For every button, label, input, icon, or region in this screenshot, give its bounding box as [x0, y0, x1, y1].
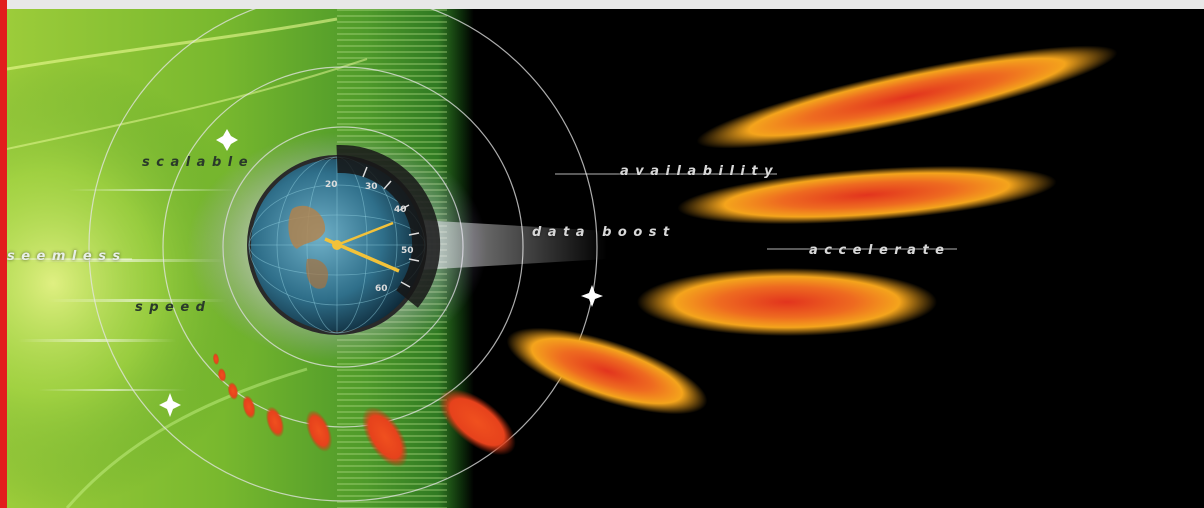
- scanline: [337, 405, 447, 407]
- word-data-boost: data boost: [532, 225, 676, 240]
- banner-artwork: 20 30 40 50 60: [7, 9, 1204, 508]
- scanline: [337, 21, 447, 23]
- word-scalable: scalable: [142, 155, 255, 170]
- orange-light-streaks: [506, 45, 1118, 415]
- scanline: [337, 399, 447, 401]
- scanline: [337, 501, 447, 503]
- scanline: [337, 489, 447, 491]
- scanline: [337, 465, 447, 467]
- scanline: [337, 477, 447, 479]
- red-blob-trail: [212, 353, 516, 468]
- scanline: [337, 471, 447, 473]
- scanline: [337, 45, 447, 47]
- gauge-tick-label: 60: [375, 284, 388, 294]
- gauge-tick-label: 40: [394, 205, 407, 215]
- gauge-tick-label: 20: [325, 180, 338, 190]
- scanline: [337, 63, 447, 65]
- scanline: [337, 357, 447, 359]
- word-underlines: [7, 173, 957, 260]
- scanline: [337, 51, 447, 53]
- word-seemless: seemless: [7, 249, 127, 264]
- scanline: [337, 117, 447, 119]
- scanline: [337, 123, 447, 125]
- word-speed: speed: [135, 300, 212, 315]
- word-accelerate: accelerate: [809, 243, 951, 258]
- gauge-tick-label: 50: [401, 246, 414, 256]
- scanline: [337, 81, 447, 83]
- scanline: [337, 375, 447, 377]
- scanline: [337, 369, 447, 371]
- scanline: [337, 111, 447, 113]
- red-edge-strip: [0, 0, 7, 508]
- gauge-tick-label: 30: [365, 182, 378, 192]
- scanline: [337, 411, 447, 413]
- word-availability: availability: [620, 164, 780, 179]
- scanline: [337, 39, 447, 41]
- scanline: [337, 105, 447, 107]
- sparkle-star-icon: [159, 129, 603, 417]
- scanline: [337, 87, 447, 89]
- scanline: [337, 99, 447, 101]
- scanline: [337, 387, 447, 389]
- hero-banner: 20 30 40 50 60: [7, 9, 1204, 508]
- globe-speedometer-icon: 20 30 40 50 60: [247, 144, 441, 335]
- scanline: [337, 129, 447, 131]
- scanline: [337, 363, 447, 365]
- scanline: [337, 69, 447, 71]
- scanline: [337, 15, 447, 17]
- scanline: [337, 27, 447, 29]
- scanline: [337, 57, 447, 59]
- green-light-streaks: [7, 17, 368, 508]
- scanline: [337, 9, 447, 11]
- scanline: [337, 33, 447, 35]
- scanline: [337, 75, 447, 77]
- scanline: [337, 417, 447, 419]
- scanline: [337, 393, 447, 395]
- scanline: [337, 135, 447, 137]
- scanline: [337, 93, 447, 95]
- scanline: [337, 483, 447, 485]
- scanline: [337, 381, 447, 383]
